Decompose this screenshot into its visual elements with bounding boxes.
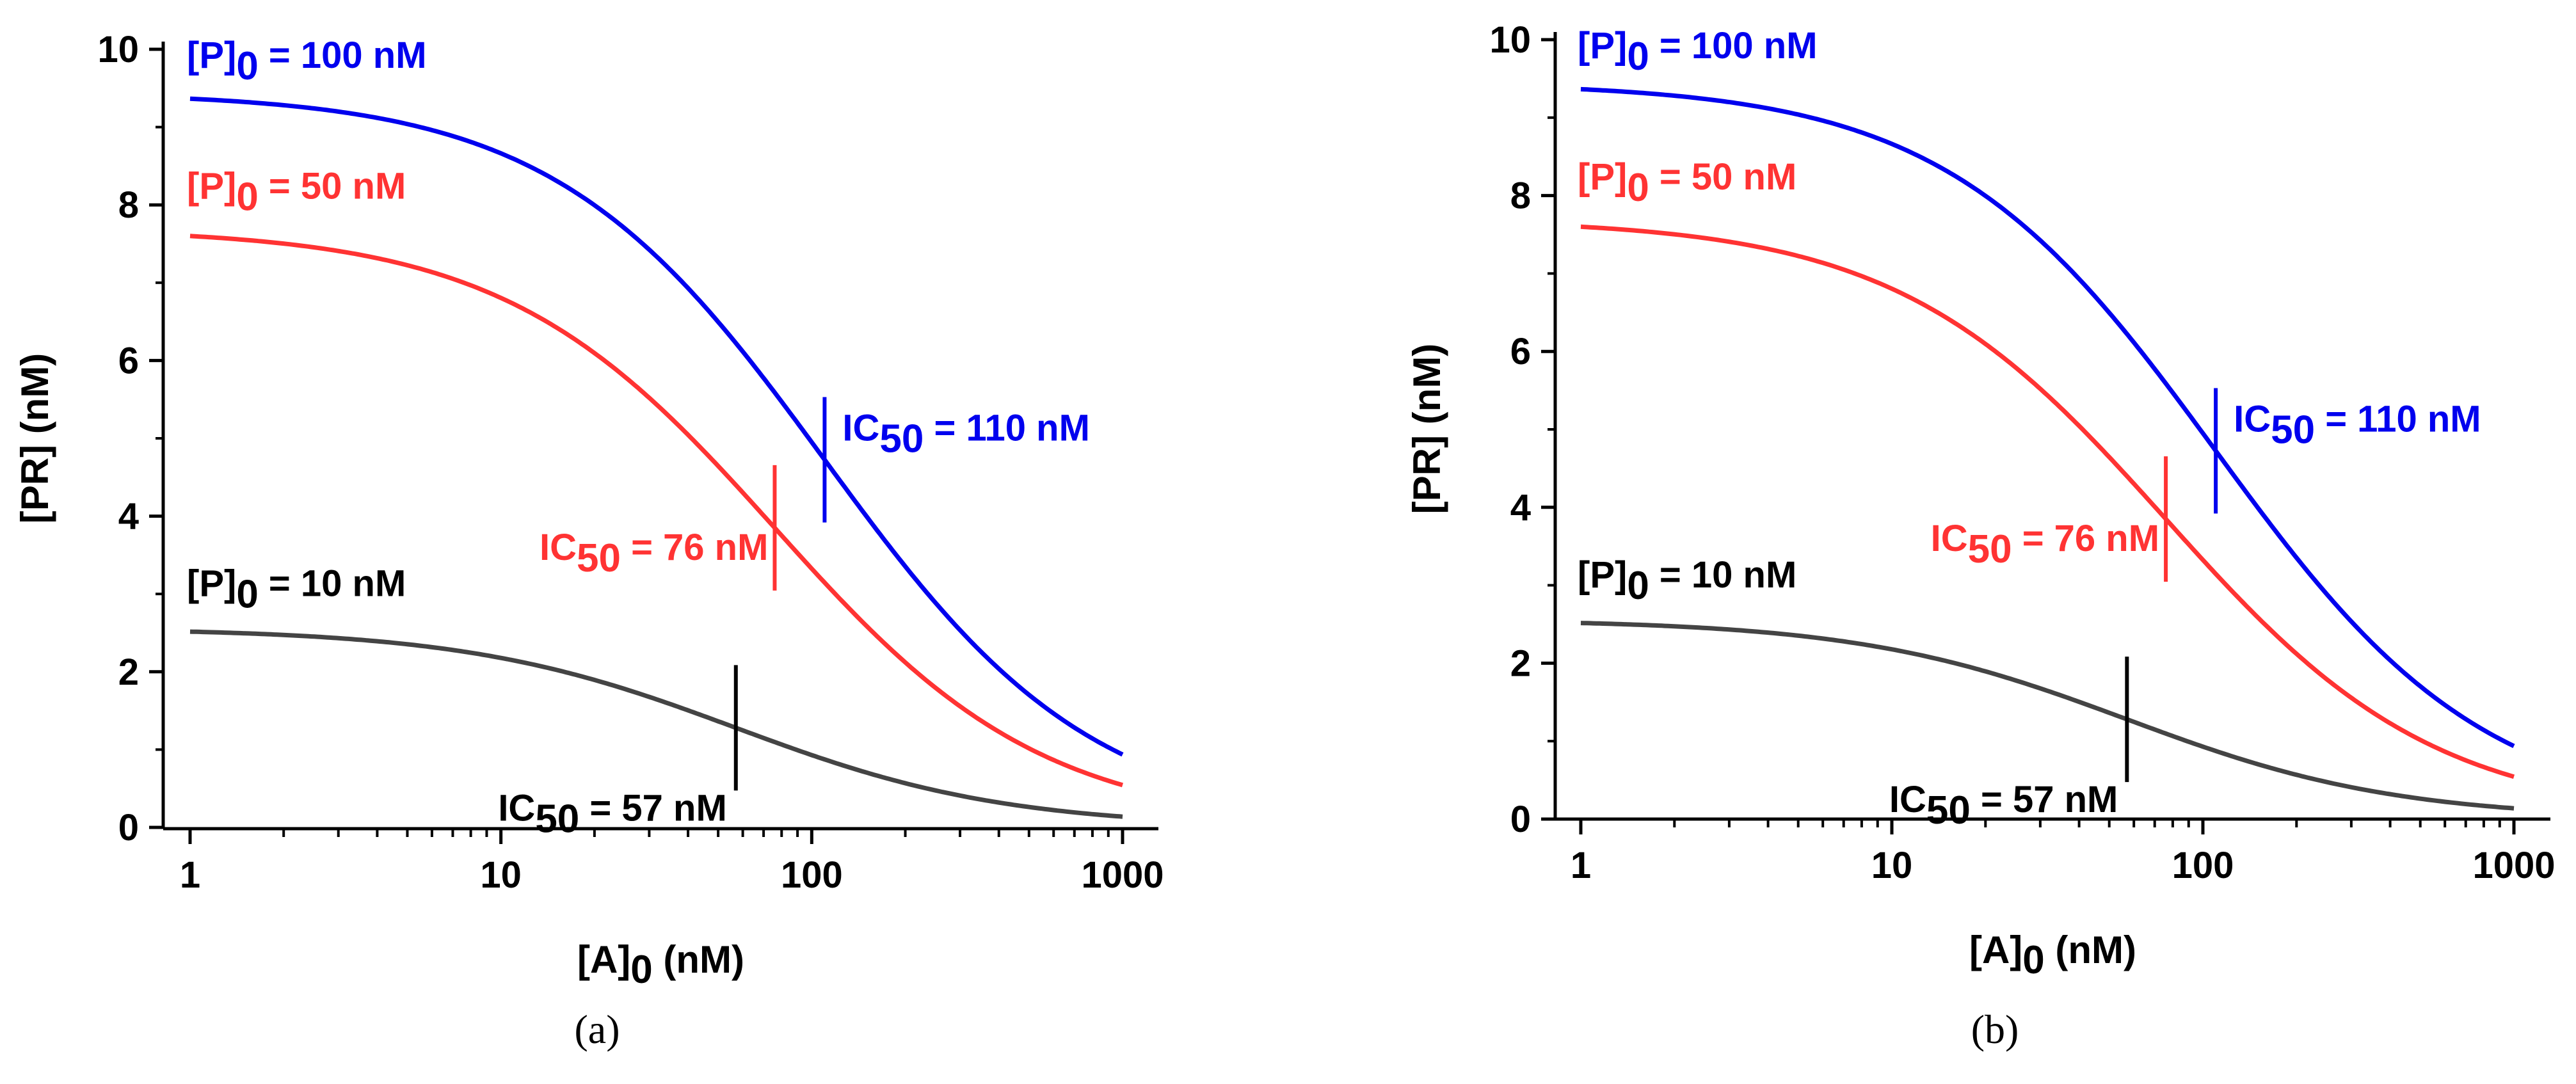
series-line-2 [189,234,1124,788]
x-tick-label: 1000 [1081,854,1164,896]
x-axis-title: [A]0 (nM) [577,938,744,992]
x-tick-label: 100 [781,854,843,896]
y-axis-title: [PR] (nM) [1405,344,1448,514]
series-line-1 [1580,86,2515,749]
ic50-label-2: IC50 = 76 nM [540,527,768,580]
series-label-1: [P]0 = 100 nM [187,35,427,88]
series-label-1: [P]0 = 100 nM [1578,25,1818,79]
y-tick-label: 8 [1510,175,1531,217]
series-line-1 [189,96,1124,757]
series-line-2 [1580,224,2515,779]
x-tick-label: 1 [1571,845,1591,886]
ic50-label-2: IC50 = 76 nM [1931,518,2159,571]
ic50-label-1: IC50 = 110 nM [842,407,1090,461]
y-tick-label: 2 [1510,642,1531,684]
x-tick-label: 10 [480,854,522,896]
ic50-label-3: IC50 = 57 nM [1889,779,2118,833]
series-line-3 [1580,621,2515,811]
y-tick-label: 2 [118,651,139,693]
chart-panel-a: 0 2 4 6 8 10 1 10 100 1000 [A]0 (nM) [PR] (nM) [P]0 … [13,29,1164,992]
x-tick-label: 1 [180,854,200,896]
series-label-2: [P]0 = 50 nM [1578,156,1796,210]
series-label-3: [P]0 = 10 nM [187,563,406,617]
x-tick-label: 100 [2172,845,2234,886]
y-tick-label: 6 [118,340,139,381]
y-tick-label: 0 [118,807,139,849]
y-axis-title: [PR] (nM) [13,353,56,524]
y-tick-label: 8 [118,184,139,226]
series-line-3 [189,629,1123,819]
panel-caption-a: (a) [574,1007,620,1052]
x-tick-label: 10 [1871,845,1913,886]
y-tick-label: 6 [1510,331,1531,372]
series-label-3: [P]0 = 10 nM [1578,554,1796,608]
y-tick-label: 10 [1489,19,1531,61]
ic50-label-3: IC50 = 57 nM [498,787,726,841]
ic50-label-1: IC50 = 110 nM [2234,398,2481,452]
chart-panel-b: 0 2 4 6 8 10 1 10 100 1000 [A]0 (nM) [PR] (nM) [P]0 … [1405,19,2556,982]
y-tick-label: 4 [1510,487,1531,529]
x-tick-label: 1000 [2472,845,2555,886]
series-label-2: [P]0 = 50 nM [187,166,406,219]
y-tick-label: 4 [118,496,139,538]
panel-caption-b: (b) [1971,1007,2019,1052]
y-tick-label: 10 [97,29,139,70]
x-axis-title: [A]0 (nM) [1969,929,2136,982]
y-tick-label: 0 [1510,799,1531,840]
